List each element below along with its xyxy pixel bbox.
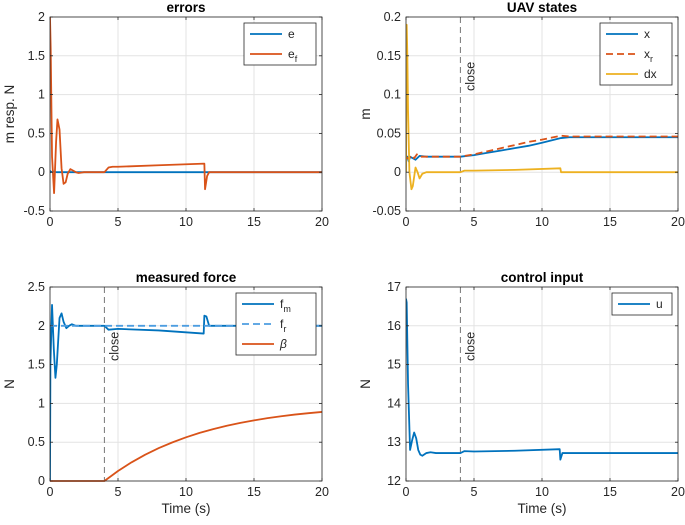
close-marker-label: close: [107, 332, 121, 361]
y-axis-label: N: [2, 379, 17, 389]
x-axis-label: Time (s): [518, 501, 567, 516]
legend-label-f_r: fr: [280, 317, 286, 334]
x-tick-label: 0: [403, 215, 410, 229]
y-axis-label: m resp. N: [2, 85, 17, 144]
x-tick-label: 10: [179, 485, 193, 499]
legend-label-text: u: [656, 297, 663, 311]
legend-label-text: f: [280, 317, 284, 331]
series-line-e_f: [50, 16, 322, 195]
legend-label-text: f: [280, 297, 284, 311]
legend-label-subscript: f: [295, 54, 298, 64]
x-tick-label: 5: [115, 485, 122, 499]
y-tick-label: 0.5: [28, 435, 45, 449]
y-tick-label: 1.5: [28, 358, 45, 372]
legend-label-text: x: [644, 27, 650, 41]
y-tick-label: 15: [387, 358, 401, 372]
chart-title: measured force: [136, 270, 237, 285]
close-marker-label: close: [463, 62, 477, 91]
x-tick-label: 5: [471, 215, 478, 229]
series-line-u: [406, 298, 678, 461]
x-tick-label: 20: [671, 215, 685, 229]
legend-label-u: u: [656, 297, 663, 311]
y-tick-label: 0.15: [377, 49, 401, 63]
x-tick-label: 20: [315, 485, 329, 499]
legend-label-f_m: fm: [280, 297, 291, 314]
legend-label-beta: β: [279, 337, 287, 351]
x-tick-label: 10: [535, 215, 549, 229]
legend-label-text: dx: [644, 67, 657, 81]
y-tick-label: 0.2: [384, 10, 401, 24]
x-tick-label: 15: [247, 215, 261, 229]
y-tick-label: 16: [387, 319, 401, 333]
y-tick-label: 2.5: [28, 280, 45, 294]
close-marker-label: close: [463, 332, 477, 361]
legend-box: [243, 22, 317, 66]
y-tick-label: 2: [38, 10, 45, 24]
chart-measured-force: close 0 5 10 15 20 0 0.5 1 1.5 2 2.5 measured force N…: [2, 270, 329, 516]
x-tick-label: 0: [403, 485, 410, 499]
y-axis-label: N: [358, 379, 373, 389]
x-tick-label: 10: [179, 215, 193, 229]
x-tick-label: 10: [535, 485, 549, 499]
chart-title: control input: [501, 270, 584, 285]
y-tick-label: 0: [38, 474, 45, 488]
x-tick-label: 20: [671, 485, 685, 499]
legend-label-text: β: [279, 337, 287, 351]
y-tick-label: 1: [38, 88, 45, 102]
x-tick-label: 15: [247, 485, 261, 499]
series-line-dx: [406, 23, 678, 191]
y-tick-label: 0.5: [28, 126, 45, 140]
x-tick-label: 20: [315, 215, 329, 229]
series-line-x_r: [406, 134, 678, 160]
x-tick-label: 15: [603, 485, 617, 499]
y-tick-label: 0.05: [377, 126, 401, 140]
y-tick-label: 13: [387, 435, 401, 449]
y-tick-label: 2: [38, 319, 45, 333]
y-tick-label: -0.05: [373, 204, 402, 218]
y-tick-label: 0: [38, 165, 45, 179]
x-tick-label: 0: [47, 485, 54, 499]
y-tick-label: -0.5: [23, 204, 45, 218]
legend-label-e_f: ef: [288, 47, 298, 64]
x-axis-label: Time (s): [162, 501, 211, 516]
y-tick-label: 17: [387, 280, 401, 294]
y-tick-label: 1.5: [28, 49, 45, 63]
x-tick-label: 5: [115, 215, 122, 229]
legend: u: [611, 292, 673, 316]
y-axis-label: m: [358, 108, 373, 119]
series-line-beta: [50, 411, 322, 482]
legend-label-subscript: r: [283, 324, 286, 334]
legend-label-text: x: [644, 47, 650, 61]
legend: eef: [243, 22, 317, 66]
chart-title: UAV states: [507, 0, 577, 15]
chart-title: errors: [166, 0, 205, 15]
legend-label-text: e: [288, 27, 295, 41]
y-tick-label: 12: [387, 474, 401, 488]
y-tick-label: 14: [387, 396, 401, 410]
legend-label-e: e: [288, 27, 295, 41]
legend-label-x_r: xr: [644, 47, 653, 64]
legend-label-subscript: m: [283, 304, 291, 314]
x-tick-label: 5: [471, 485, 478, 499]
x-tick-label: 15: [603, 215, 617, 229]
legend-label-subscript: r: [650, 54, 653, 64]
y-tick-label: 1: [38, 396, 45, 410]
legend-label-dx: dx: [644, 67, 657, 81]
chart-control-input: close 0 5 10 15 20 12 13 14 15 16 17 control input N T…: [358, 270, 685, 516]
legend-label-x: x: [644, 27, 650, 41]
y-tick-label: 0.1: [384, 88, 401, 102]
x-tick-label: 0: [47, 215, 54, 229]
y-tick-label: 0: [394, 165, 401, 179]
legend-label-text: e: [288, 47, 295, 61]
